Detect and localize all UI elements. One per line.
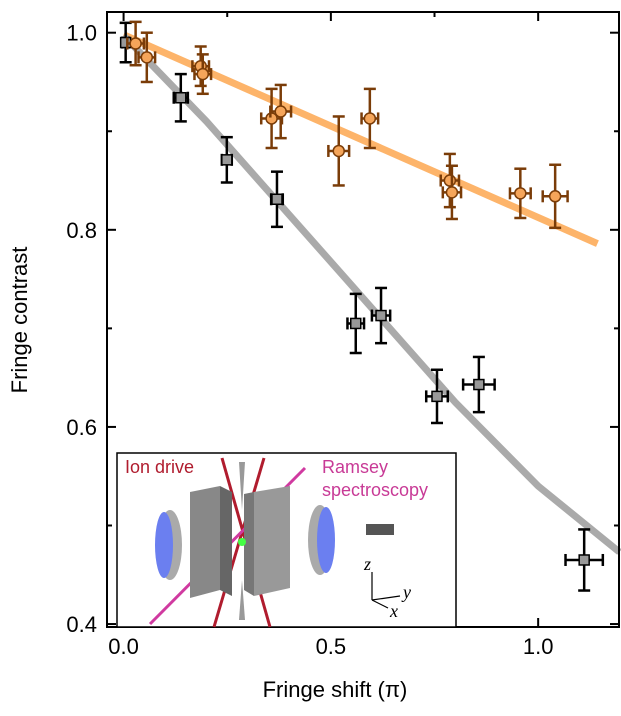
y-tick-label: 0.6 (66, 415, 97, 440)
needle (239, 462, 245, 510)
y-axis-title: Fringe contrast (7, 247, 32, 394)
axis-x-label: x (389, 601, 398, 621)
electrode (244, 492, 254, 596)
data-point (473, 378, 485, 391)
ion (238, 538, 246, 546)
data-point (443, 174, 457, 187)
y-tick-label: 0.8 (66, 218, 97, 243)
x-axis-title: Fringe shift (π) (263, 677, 408, 702)
inset: Ion drive Ramsey spectroscopy z y x (116, 452, 457, 628)
electrode (220, 486, 232, 596)
y-tick-label: 0.4 (66, 612, 97, 637)
data-point (363, 112, 377, 125)
data-point (514, 187, 527, 200)
x-tick-label: 1.0 (523, 634, 554, 659)
data-point (196, 67, 210, 81)
needle (239, 580, 245, 620)
data-point (431, 390, 443, 403)
fit-line (121, 33, 621, 555)
x-tick-label: 0.5 (316, 634, 347, 659)
data-point (175, 91, 187, 104)
camera (366, 524, 394, 535)
ion-drive-label: Ion drive (125, 457, 194, 477)
lens (155, 512, 173, 578)
data-point (221, 154, 233, 166)
axis-arrow (371, 599, 389, 609)
data-point (129, 37, 142, 50)
axis-z-label: z (363, 554, 371, 574)
ramsey-label: spectroscopy (322, 480, 428, 500)
plot-area (106, 11, 621, 628)
data-point (274, 105, 287, 118)
data-point (271, 193, 283, 206)
axis-arrow (371, 595, 401, 601)
x-tick-label: 0.0 (108, 634, 139, 659)
lens (317, 507, 335, 573)
ramsey-label: Ramsey (322, 457, 388, 477)
data-point (548, 190, 562, 203)
data-point (349, 317, 362, 330)
y-tick-label: 1.0 (66, 21, 97, 46)
data-point (578, 554, 590, 566)
electrode (254, 486, 290, 596)
data-point (140, 51, 154, 64)
axis-y-label: y (401, 582, 411, 602)
data-point (445, 186, 459, 199)
data-point (375, 309, 387, 322)
data-point (332, 144, 345, 158)
electrode (190, 486, 220, 598)
